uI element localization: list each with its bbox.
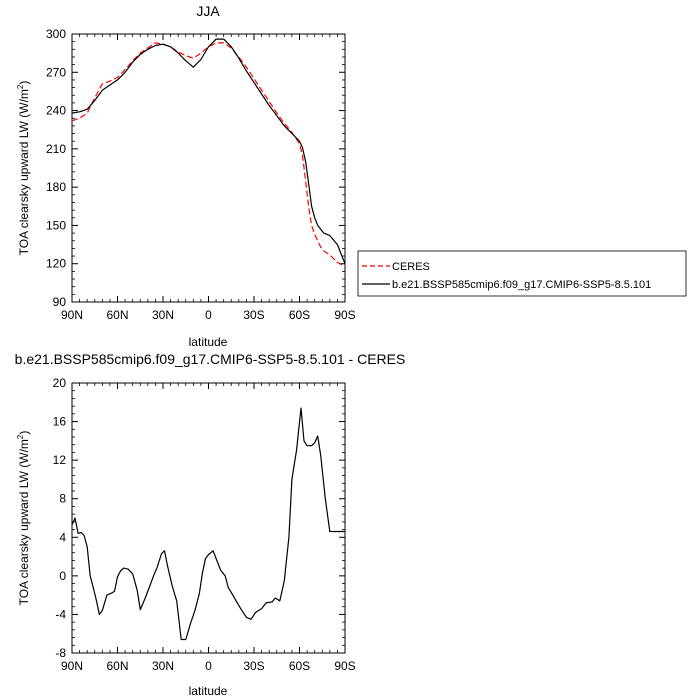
x-tick-label: 60S: [289, 659, 310, 673]
y-tick-label: 180: [46, 180, 66, 194]
bottom-x-axis-label: latitude: [189, 684, 228, 698]
bottom-plot-frame: [71, 382, 346, 654]
x-tick-label: 90N: [61, 308, 83, 322]
y-tick-label: -4: [55, 607, 66, 621]
x-tick-label: 60S: [289, 308, 310, 322]
y-tick-label: 90: [53, 295, 67, 309]
y-tick-label: 210: [46, 142, 66, 156]
bottom-y-axis-label: TOA clearsky upward LW (W/m2): [16, 431, 31, 606]
x-tick-label: 60N: [106, 308, 128, 322]
top-chart-title: JJA: [196, 3, 220, 19]
y-tick-label: 150: [46, 218, 66, 232]
x-tick-label: 30S: [243, 308, 264, 322]
x-tick-label: 90S: [334, 308, 355, 322]
y-tick-label: 20: [53, 376, 67, 390]
y-tick-label: 120: [46, 257, 66, 271]
top-x-axis-label: latitude: [189, 335, 228, 349]
y-tick-label: 240: [46, 104, 66, 118]
ceres-series-line: [71, 42, 346, 267]
y-tick-label: 16: [53, 415, 67, 429]
x-tick-label: 30N: [152, 659, 174, 673]
x-tick-label: 30N: [152, 308, 174, 322]
y-tick-label: -8: [55, 646, 66, 660]
model-series-line: [71, 38, 346, 264]
bottom-y-axis: -8 -4 0 4 8 12 16 20: [53, 376, 345, 660]
bottom-x-axis: 90N 60N 30N 0 30S 60S 90S: [61, 383, 356, 673]
x-tick-label: 0: [205, 308, 212, 322]
bottom-y-axis-label-sup: 2: [16, 434, 25, 439]
top-y-axis: 90 120 150 180 210 240 270 300: [46, 27, 345, 309]
legend-label-ceres: CERES: [392, 261, 430, 273]
y-tick-label: 4: [59, 530, 66, 544]
bottom-chart-title: b.e21.BSSP585cmip6.f09_g17.CMIP6-SSP5-8.…: [15, 351, 406, 367]
bottom-panel: b.e21.BSSP585cmip6.f09_g17.CMIP6-SSP5-8.…: [15, 351, 406, 698]
top-panel: JJA 90 120 150 180 210 240 270 300 90N 60N 30N 0 30…: [16, 3, 687, 349]
y-tick-label: 270: [46, 65, 66, 79]
model-series-line: [71, 407, 345, 641]
top-y-axis-label-main: TOA clearsky upward LW (W/m: [17, 89, 31, 255]
legend-label-model: b.e21.BSSP585cmip6.f09_g17.CMIP6-SSP5-8.…: [392, 279, 651, 291]
y-tick-label: 300: [46, 27, 66, 41]
y-tick-label: 0: [59, 569, 66, 583]
x-tick-label: 90N: [61, 659, 83, 673]
bottom-series-group: [71, 407, 345, 641]
bottom-y-axis-label-main: TOA clearsky upward LW (W/m: [17, 439, 31, 605]
x-tick-label: 0: [205, 659, 212, 673]
legend-box: [357, 250, 687, 297]
top-series-group: [71, 38, 346, 267]
y-tick-label: 8: [59, 492, 66, 506]
top-y-axis-label-tail: ): [17, 81, 31, 85]
x-tick-label: 60N: [106, 659, 128, 673]
top-y-axis-label: TOA clearsky upward LW (W/m2): [16, 81, 31, 256]
legend: CERES b.e21.BSSP585cmip6.f09_g17.CMIP6-S…: [357, 250, 687, 297]
top-y-axis-label-sup: 2: [16, 84, 25, 89]
top-x-axis: 90N 60N 30N 0 30S 60S 90S: [61, 34, 356, 322]
x-tick-label: 30S: [243, 659, 264, 673]
bottom-y-axis-label-tail: ): [17, 431, 31, 435]
y-tick-label: 12: [53, 453, 67, 467]
x-tick-label: 90S: [334, 659, 355, 673]
